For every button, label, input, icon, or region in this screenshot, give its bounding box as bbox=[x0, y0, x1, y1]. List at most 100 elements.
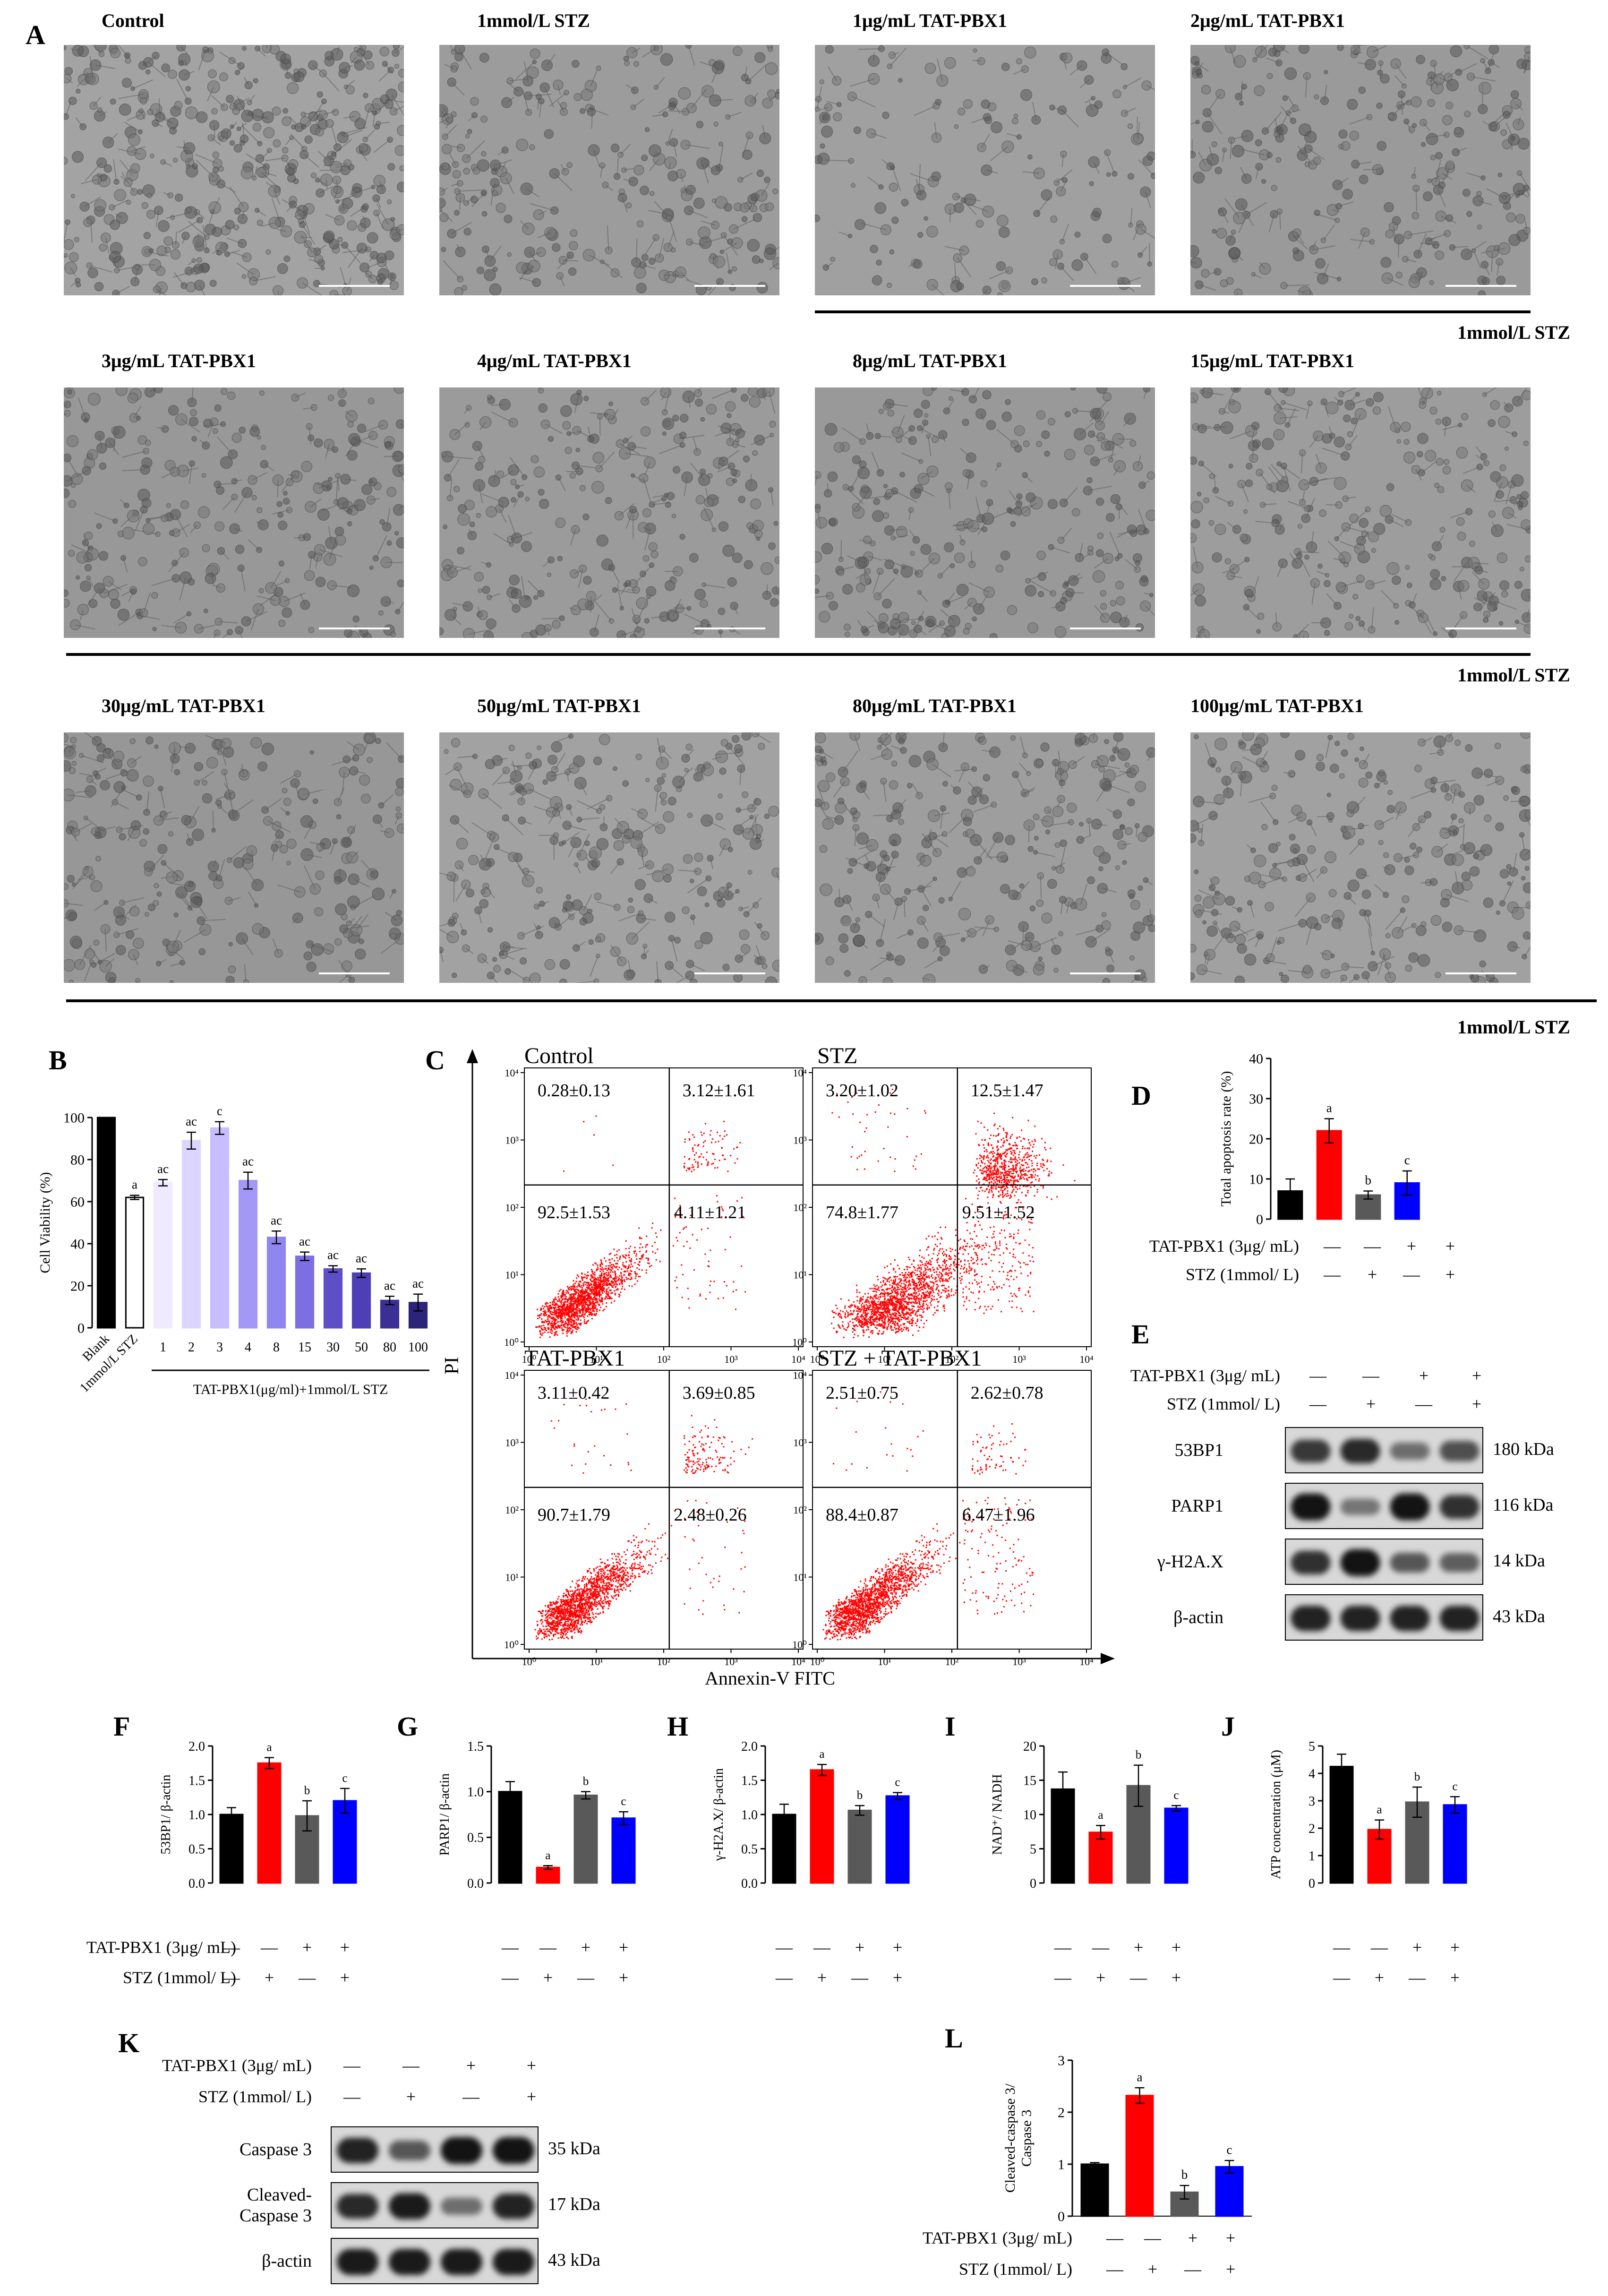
flow-event bbox=[1001, 1158, 1002, 1160]
flow-event bbox=[1005, 1164, 1007, 1166]
flow-event bbox=[1021, 1160, 1023, 1162]
flow-event bbox=[724, 1281, 725, 1283]
flow-event bbox=[904, 1286, 906, 1288]
flow-event bbox=[573, 1280, 574, 1281]
flow-event bbox=[944, 1280, 946, 1281]
flow-event bbox=[984, 1147, 985, 1149]
flow-event bbox=[612, 1268, 614, 1270]
flow-event bbox=[954, 1270, 956, 1272]
flow-event bbox=[918, 1300, 920, 1302]
flow-event bbox=[646, 1244, 648, 1246]
flow-event bbox=[639, 1276, 641, 1278]
flow-event bbox=[890, 1302, 892, 1304]
flow-event bbox=[569, 1305, 571, 1307]
flow-event bbox=[599, 1280, 601, 1281]
flow-event bbox=[893, 1323, 895, 1324]
flow-event bbox=[919, 1287, 921, 1289]
flow-event bbox=[649, 1265, 650, 1267]
flow-event bbox=[606, 1290, 607, 1291]
flow-event bbox=[943, 1255, 945, 1256]
flow-event bbox=[999, 1194, 1001, 1196]
flow-event bbox=[563, 1170, 565, 1172]
flow-event bbox=[560, 1605, 562, 1607]
flow-event bbox=[913, 1281, 915, 1283]
flow-event bbox=[1000, 1202, 1002, 1204]
flow-event bbox=[557, 1316, 558, 1318]
flow-event bbox=[948, 1293, 949, 1295]
flow-event bbox=[987, 1306, 989, 1307]
flow-event bbox=[894, 1321, 896, 1323]
flow-event bbox=[1005, 1171, 1007, 1173]
flow-event bbox=[582, 1291, 583, 1293]
flow-event bbox=[879, 1315, 881, 1316]
flow-event bbox=[1002, 1142, 1004, 1144]
flow-event bbox=[949, 1272, 950, 1274]
flow-event bbox=[729, 1236, 731, 1238]
flow-event bbox=[932, 1269, 934, 1271]
flow-event bbox=[992, 1187, 994, 1189]
flow-event bbox=[562, 1308, 564, 1310]
flow-event bbox=[546, 1302, 547, 1304]
flow-event bbox=[929, 1302, 931, 1304]
flow-event bbox=[969, 1267, 971, 1269]
flow-event bbox=[904, 1269, 905, 1271]
flow-event bbox=[907, 1330, 909, 1332]
flow-event bbox=[986, 1236, 988, 1238]
flow-event bbox=[992, 1195, 994, 1196]
flow-event bbox=[925, 1291, 927, 1293]
flow-event bbox=[902, 1305, 904, 1307]
flow-event bbox=[943, 1290, 945, 1291]
flow-event bbox=[611, 1280, 613, 1282]
flow-event bbox=[611, 1285, 613, 1287]
flow-event bbox=[912, 1301, 914, 1303]
flow-event bbox=[582, 1293, 583, 1295]
flow-event bbox=[938, 1264, 940, 1266]
flow-event bbox=[996, 1145, 998, 1147]
flow-event bbox=[915, 1292, 917, 1293]
flow-event bbox=[881, 1308, 883, 1310]
flow-event bbox=[701, 1163, 702, 1165]
flow-event bbox=[918, 1303, 920, 1305]
flow-event bbox=[927, 1269, 929, 1271]
flow-event bbox=[1062, 1164, 1064, 1166]
flow-event bbox=[540, 1313, 542, 1315]
flow-event bbox=[904, 1274, 906, 1276]
flow-event bbox=[996, 1146, 998, 1148]
flow-event bbox=[984, 1190, 986, 1192]
flow-event bbox=[645, 1269, 647, 1271]
flow-event bbox=[585, 1284, 587, 1286]
flow-event bbox=[1042, 1185, 1044, 1187]
flow-event bbox=[606, 1306, 607, 1307]
flow-event bbox=[577, 1274, 578, 1276]
flow-event bbox=[953, 1294, 955, 1296]
flow-event bbox=[878, 1290, 880, 1291]
flow-event bbox=[1007, 1274, 1009, 1276]
flow-event bbox=[979, 1307, 981, 1309]
flow-event bbox=[948, 1294, 950, 1296]
flow-event bbox=[691, 1170, 693, 1172]
flow-event bbox=[933, 1296, 935, 1298]
flow-event bbox=[556, 1312, 557, 1314]
flow-event bbox=[565, 1310, 567, 1311]
flow-event bbox=[838, 1326, 840, 1328]
flow-event bbox=[589, 1300, 591, 1302]
flow-event bbox=[631, 1555, 633, 1556]
flow-event bbox=[859, 1316, 861, 1317]
flow-event bbox=[582, 1609, 583, 1611]
flow-event bbox=[573, 1293, 575, 1295]
flow-event bbox=[943, 1307, 945, 1309]
flow-event bbox=[897, 1289, 898, 1290]
flow-y-tick-label: 10⁰ bbox=[504, 1336, 519, 1348]
flow-event bbox=[619, 1256, 621, 1258]
flow-event bbox=[565, 1298, 567, 1300]
flow-event bbox=[843, 1337, 845, 1338]
flow-event bbox=[567, 1320, 569, 1322]
flow-event bbox=[626, 1268, 628, 1270]
flow-event bbox=[846, 1310, 847, 1312]
flow-event bbox=[629, 1260, 631, 1262]
flow-event bbox=[560, 1296, 562, 1298]
flow-event bbox=[880, 1301, 881, 1303]
flow-event bbox=[900, 1304, 902, 1306]
flow-event bbox=[915, 1295, 916, 1297]
flow-event bbox=[556, 1628, 558, 1630]
